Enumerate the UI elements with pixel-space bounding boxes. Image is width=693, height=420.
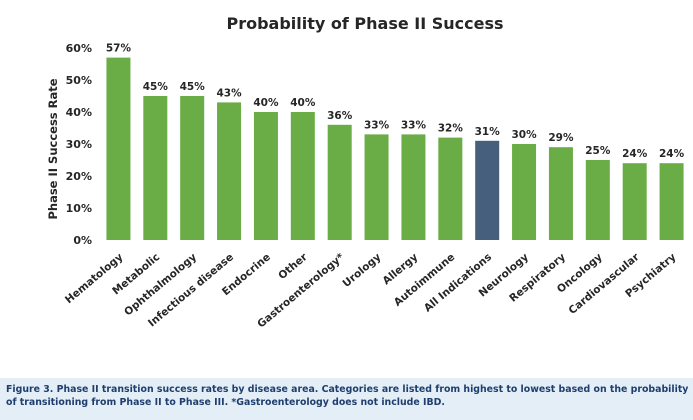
y-tick-label: 30% [66, 138, 92, 151]
data-label: 25% [585, 145, 611, 157]
data-label: 45% [180, 81, 206, 93]
bar [438, 137, 463, 240]
x-tick-label: All Indications [422, 251, 494, 314]
bar [659, 163, 684, 240]
chart-title: Probability of Phase II Success [226, 14, 503, 33]
bars [106, 57, 684, 241]
bar [327, 124, 352, 240]
y-tick-label: 40% [66, 106, 92, 119]
data-label: 57% [106, 43, 132, 55]
data-label: 36% [327, 110, 353, 122]
x-tick-label: Other [276, 251, 310, 282]
data-label: 33% [364, 119, 390, 131]
x-axis: HematologyMetabolicOphthalmologyInfectio… [63, 251, 679, 331]
caption-band: Figure 3. Phase II transition success ra… [0, 378, 693, 420]
data-label: 30% [511, 129, 537, 141]
figure-caption: Figure 3. Phase II transition success ra… [6, 384, 689, 408]
data-label: 29% [548, 132, 574, 144]
data-label: 32% [438, 123, 464, 135]
x-tick-label: Urology [340, 251, 383, 290]
y-tick-label: 0% [73, 234, 92, 247]
y-tick-label: 20% [66, 170, 92, 183]
y-tick-label: 10% [66, 202, 92, 215]
y-axis: 0% 10% 20% 30% 40% 50% 60% [66, 42, 92, 247]
bar [622, 163, 647, 240]
bar [548, 147, 573, 240]
bar-chart: Probability of Phase II Success Phase II… [46, 14, 685, 331]
data-label: 33% [401, 119, 427, 131]
value-labels: 57% 45% 45% 43% 40% 40% 36% 33% 33% 32% 31% 30% 29% 2… [106, 43, 685, 161]
bar [253, 112, 278, 240]
data-label: 43% [216, 87, 242, 99]
y-tick-label: 60% [66, 42, 92, 55]
bar [290, 112, 315, 240]
data-label: 40% [290, 97, 316, 109]
bar [143, 96, 168, 240]
y-axis-label: Phase II Success Rate [46, 78, 60, 219]
bar [401, 134, 426, 240]
bar [217, 102, 242, 241]
bar [475, 140, 500, 240]
data-label: 31% [475, 126, 501, 138]
data-label: 24% [622, 148, 648, 160]
data-label: 24% [659, 148, 685, 160]
chart-area: Probability of Phase II Success Phase II… [46, 14, 685, 331]
bar [364, 134, 389, 240]
data-label: 45% [143, 81, 169, 93]
bar [585, 160, 610, 240]
data-label: 40% [253, 97, 279, 109]
y-tick-label: 50% [66, 74, 92, 87]
bar [512, 144, 537, 240]
bar [106, 57, 131, 240]
bar [180, 96, 205, 240]
x-tick-label: Hematology [63, 251, 125, 306]
